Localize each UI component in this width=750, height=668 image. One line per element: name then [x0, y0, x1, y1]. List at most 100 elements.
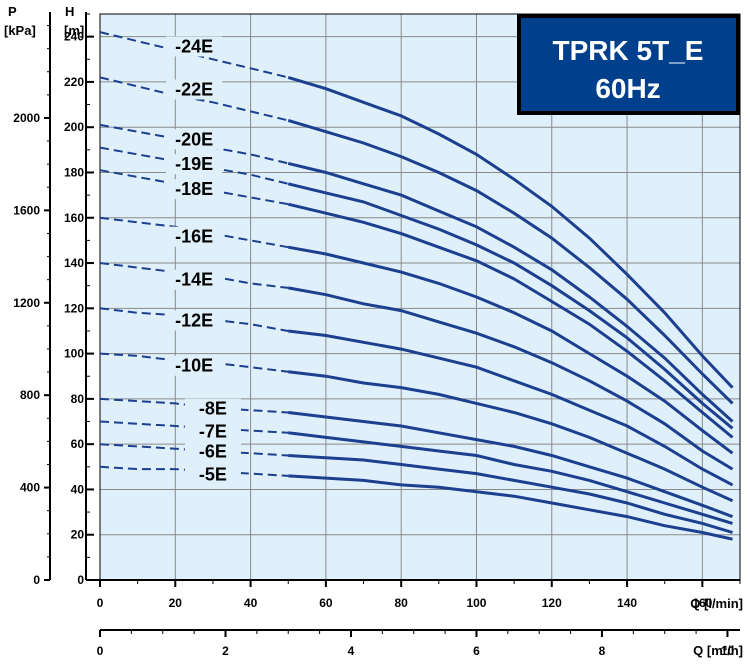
curve-solid-2: [287, 161, 734, 423]
y-tick-label-240: 240: [64, 30, 84, 44]
x-tick-label-60: 60: [319, 596, 333, 610]
series-label-bg-8: [166, 355, 223, 376]
chart-title-line-2: 60Hz: [595, 73, 660, 104]
x2-tick-label-4: 4: [348, 644, 355, 658]
chart-title-line-1: TPRK 5T_E: [553, 35, 704, 66]
y2-tick-label-0: 0: [33, 573, 40, 587]
y-tick-label-20: 20: [71, 528, 85, 542]
y-tick-label-140: 140: [64, 256, 84, 270]
curve-dashed-5: [99, 216, 289, 249]
x-tick-label-120: 120: [542, 596, 562, 610]
y-axis-label: H: [65, 4, 74, 19]
series-labels: -24E-22E-20E-19E-18E-16E-14E-12E-10E-8E-…: [166, 36, 241, 485]
series-label-4: -18E: [175, 179, 213, 199]
title-box: TPRK 5T_E 60Hz: [517, 14, 740, 115]
title-box-fill: [521, 18, 736, 111]
series-label-bg-0: [166, 36, 223, 57]
y2-tick-label-1600: 1600: [13, 203, 40, 217]
series-label-bg-10: [184, 421, 241, 442]
y-tick-label-60: 60: [71, 437, 85, 451]
x-tick-label-140: 140: [617, 596, 637, 610]
axes: [49, 12, 740, 631]
curve-dashed-0: [99, 31, 289, 79]
curve-dashed-10: [99, 420, 289, 434]
y2-axis-unit: [kPa]: [4, 23, 36, 38]
curve-solid-0: [287, 75, 734, 389]
curve-dashed-6: [99, 262, 289, 289]
series-label-bg-2: [166, 129, 223, 150]
curve-dashed-4: [99, 169, 289, 206]
x2-tick-label-6: 6: [473, 644, 480, 658]
series-label-5: -16E: [175, 227, 213, 247]
curve-solid-6: [287, 286, 734, 471]
series-label-bg-1: [166, 79, 223, 100]
curve-solid-1: [287, 118, 734, 405]
series-label-11: -6E: [199, 442, 227, 462]
curve-solid-10: [288, 431, 733, 525]
curve-solid-8: [288, 370, 734, 503]
series-label-bg-9: [184, 398, 241, 419]
curve-dashed-2: [99, 123, 289, 165]
y2-tick-label-400: 400: [20, 481, 40, 495]
series-label-9: -8E: [199, 399, 227, 419]
y-tick-label-40: 40: [71, 482, 85, 496]
series-label-10: -7E: [199, 421, 227, 441]
series-label-6: -14E: [175, 270, 213, 290]
curve-dashed-1: [99, 76, 289, 122]
curve-dashed-7: [99, 307, 289, 332]
x-tick-label-20: 20: [169, 596, 183, 610]
series-label-bg-5: [166, 226, 223, 247]
curve-solid-4: [287, 202, 734, 439]
x-tick-label-100: 100: [466, 596, 486, 610]
series-label-8: -10E: [175, 356, 213, 376]
x2-tick-label-2: 2: [222, 644, 229, 658]
x-tick-label-40: 40: [244, 596, 258, 610]
series-label-0: -24E: [175, 36, 213, 56]
y-tick-label-100: 100: [64, 347, 84, 361]
series-label-7: -12E: [175, 310, 213, 330]
series-label-bg-11: [184, 441, 241, 462]
ticks: 0204060801001201401601802002202400400800…: [13, 13, 741, 658]
series-label-1: -22E: [175, 80, 213, 100]
curve-dashed-9: [99, 397, 289, 414]
curve-solid-11: [288, 454, 733, 534]
series-label-2: -20E: [175, 129, 213, 149]
series-label-12: -5E: [199, 464, 227, 484]
x2-tick-label-10: 10: [721, 644, 735, 658]
series-label-bg-4: [166, 179, 223, 200]
curve-solid-3: [287, 182, 734, 430]
y-axis-unit: [m]: [64, 23, 84, 38]
y-tick-label-160: 160: [64, 211, 84, 225]
y2-tick-label-2000: 2000: [13, 111, 40, 125]
curve-solid-5: [287, 245, 734, 455]
series-label-bg-6: [166, 269, 223, 290]
y2-axis-label: P: [8, 4, 17, 19]
series-label-bg-7: [166, 310, 223, 331]
curve-solid-7: [288, 329, 734, 487]
y-tick-label-0: 0: [77, 573, 84, 587]
y-tick-label-180: 180: [64, 165, 84, 179]
y2-tick-label-800: 800: [20, 388, 40, 402]
curve-dashed-3: [99, 146, 289, 185]
x2-tick-label-8: 8: [599, 644, 606, 658]
x2-axis-label: Q [m³/h]: [693, 643, 743, 658]
x-tick-label-160: 160: [692, 596, 712, 610]
series-label-3: -19E: [175, 154, 213, 174]
y2-tick-label-1200: 1200: [13, 296, 40, 310]
x-tick-label-0: 0: [97, 596, 104, 610]
series-label-bg-12: [184, 464, 241, 485]
y-tick-label-80: 80: [71, 392, 85, 406]
curve-dashed-8: [99, 352, 289, 373]
curve-solid-9: [288, 411, 734, 519]
series-label-bg-3: [166, 154, 223, 175]
x2-tick-label-0: 0: [97, 644, 104, 658]
x-axis-label: Q [l/min]: [690, 596, 743, 611]
y-tick-label-120: 120: [64, 301, 84, 315]
y-tick-label-220: 220: [64, 75, 84, 89]
curve-dashed-11: [99, 443, 289, 457]
curve-dashed-12: [99, 465, 289, 477]
curves: [99, 31, 734, 541]
curve-solid-12: [288, 474, 733, 541]
y-tick-label-200: 200: [64, 120, 84, 134]
